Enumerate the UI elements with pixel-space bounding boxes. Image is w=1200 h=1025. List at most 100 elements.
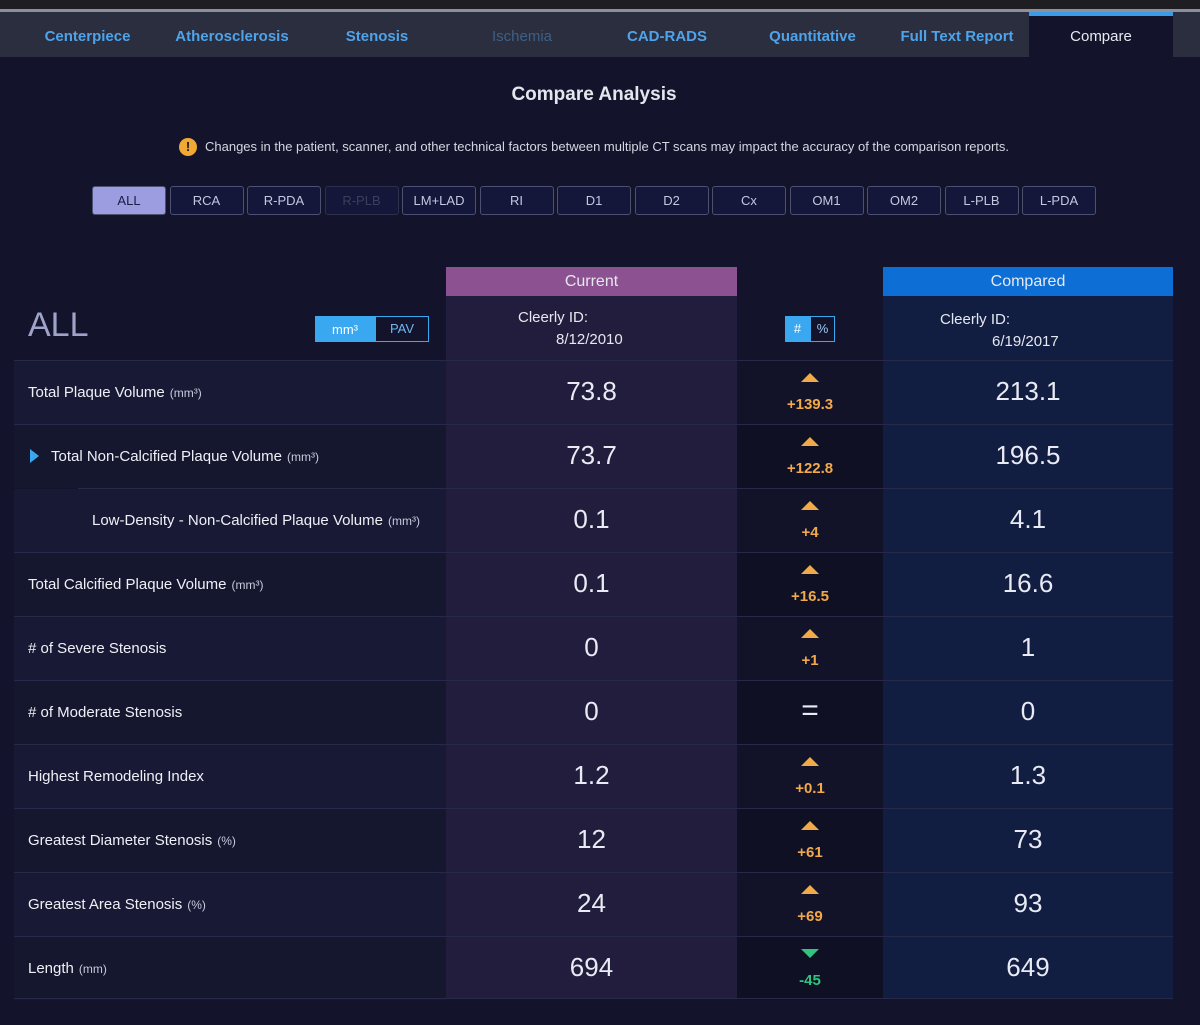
change-arrow bbox=[801, 821, 819, 830]
label-unit: (mm³) bbox=[286, 450, 319, 464]
row-label: Total Non-Calcified Plaque Volume (mm³) bbox=[51, 448, 319, 465]
label-unit: (mm³) bbox=[169, 386, 202, 400]
warning-icon: ! bbox=[178, 138, 197, 156]
nav-tab[interactable]: Full Text Report bbox=[900, 28, 1014, 45]
row-bg bbox=[737, 681, 883, 744]
compared-column bbox=[883, 267, 1173, 998]
row-label: Highest Remodeling Index bbox=[28, 768, 204, 785]
compared-value: 93 bbox=[1013, 888, 1043, 918]
expand-toggle[interactable] bbox=[30, 449, 39, 463]
label-text: Highest Remodeling Index bbox=[28, 768, 204, 785]
nav-tab[interactable]: Centerpiece bbox=[44, 28, 131, 45]
change-value: +139.3 bbox=[786, 396, 834, 413]
row-bg bbox=[14, 809, 446, 872]
unit-toggle[interactable]: PAV bbox=[375, 316, 429, 342]
warning: ! Changes in the patient, scanner, and ot… bbox=[0, 138, 1188, 156]
filter-button[interactable]: RCA bbox=[169, 186, 244, 215]
change-arrow bbox=[801, 885, 819, 894]
change-value: +0.1 bbox=[795, 780, 825, 797]
label-text: Total Plaque Volume bbox=[28, 384, 165, 401]
filter-button[interactable]: L-PLB bbox=[944, 186, 1019, 215]
row-bg bbox=[737, 809, 883, 872]
row-bg bbox=[737, 425, 883, 488]
compared-value: 196.5 bbox=[995, 440, 1061, 470]
filter-button[interactable]: Cx bbox=[712, 186, 786, 215]
row-label: # of Severe Stenosis bbox=[28, 640, 166, 657]
nav-tab[interactable]: Ischemia bbox=[491, 28, 553, 45]
nav-tab[interactable]: Stenosis bbox=[345, 28, 409, 45]
label-text: Greatest Diameter Stenosis bbox=[28, 832, 213, 849]
label-unit: (%) bbox=[217, 834, 236, 848]
row-bg bbox=[14, 745, 446, 808]
nav-tab[interactable]: Compare bbox=[1029, 12, 1173, 57]
filter-button[interactable]: OM2 bbox=[867, 186, 941, 215]
row-bg bbox=[737, 489, 883, 552]
filter-button[interactable]: RI bbox=[479, 186, 554, 215]
diff-toggle[interactable]: % bbox=[810, 316, 835, 342]
compared-value: 0 bbox=[1020, 696, 1036, 726]
row-line bbox=[14, 424, 1173, 425]
current-value: 0.1 bbox=[573, 504, 610, 534]
nav-tab[interactable]: Atherosclerosis bbox=[175, 28, 289, 45]
warning-text: Changes in the patient, scanner, and oth… bbox=[204, 139, 1009, 154]
compared-value: 649 bbox=[1006, 952, 1050, 982]
compared-header: Compared bbox=[883, 267, 1173, 296]
filter-button[interactable]: L-PDA bbox=[1022, 186, 1096, 215]
current-header: Current bbox=[446, 267, 737, 296]
row-line bbox=[14, 998, 1173, 999]
nav-tab[interactable]: Quantitative bbox=[769, 28, 856, 45]
row-label: Low-Density - Non-Calcified Plaque Volum… bbox=[92, 512, 420, 529]
row-bg bbox=[14, 361, 446, 424]
row-line bbox=[14, 680, 1173, 681]
row-label: Length (mm) bbox=[28, 960, 107, 977]
change-arrow bbox=[801, 757, 819, 766]
filter-button[interactable]: OM1 bbox=[789, 186, 864, 215]
label-text: Total Calcified Plaque Volume bbox=[28, 576, 227, 593]
row-label: Total Calcified Plaque Volume (mm³) bbox=[28, 576, 263, 593]
change-value: = bbox=[801, 694, 819, 727]
current-value: 12 bbox=[577, 824, 606, 854]
row-bg bbox=[14, 553, 446, 616]
filter-button[interactable]: LM+LAD bbox=[402, 186, 476, 215]
row-line bbox=[14, 360, 1173, 361]
row-bg bbox=[737, 617, 883, 680]
top-bar bbox=[0, 0, 1200, 12]
change-value: +16.5 bbox=[791, 588, 829, 605]
selection: ALL bbox=[28, 306, 89, 344]
current-value: 73.7 bbox=[566, 440, 617, 470]
filter-button[interactable]: ALL bbox=[92, 186, 166, 215]
id-label: Cleerly ID: bbox=[940, 311, 1011, 328]
diff-toggle[interactable]: # bbox=[785, 316, 810, 342]
row-label: Greatest Diameter Stenosis (%) bbox=[28, 832, 236, 849]
row-line bbox=[14, 808, 1173, 809]
label-text: Greatest Area Stenosis bbox=[28, 896, 183, 913]
row-line bbox=[14, 744, 1173, 745]
current-value: 24 bbox=[577, 888, 606, 918]
filter-button[interactable]: R-PDA bbox=[247, 186, 321, 215]
compared-value: 213.1 bbox=[995, 376, 1061, 406]
row-bg bbox=[14, 873, 446, 936]
unit-toggle[interactable]: mm³ bbox=[315, 316, 375, 342]
current-value: 1.2 bbox=[573, 760, 610, 790]
compared-value: 1 bbox=[1020, 632, 1036, 662]
compared-value: 4.1 bbox=[1009, 504, 1047, 534]
current-value: 0 bbox=[584, 696, 599, 726]
change-value: +69 bbox=[797, 908, 823, 925]
row-line bbox=[78, 488, 1173, 489]
label-text: Low-Density - Non-Calcified Plaque Volum… bbox=[92, 512, 383, 529]
change-value: +4 bbox=[801, 524, 819, 541]
filter-button[interactable]: D1 bbox=[557, 186, 631, 215]
current-value: 0 bbox=[584, 632, 599, 662]
filter-button: R-PLB bbox=[324, 186, 399, 215]
tab-bar bbox=[0, 12, 1200, 57]
nav-tab[interactable]: CAD-RADS bbox=[627, 28, 707, 45]
current-value: 0.1 bbox=[573, 568, 610, 598]
filter-button[interactable]: D2 bbox=[634, 186, 709, 215]
label-text: # of Moderate Stenosis bbox=[28, 704, 183, 721]
row-bg bbox=[14, 425, 446, 488]
label-text: Total Non-Calcified Plaque Volume bbox=[51, 448, 282, 465]
row-label: Greatest Area Stenosis (%) bbox=[28, 896, 206, 913]
change-arrow bbox=[801, 629, 819, 638]
change-arrow bbox=[801, 501, 819, 510]
